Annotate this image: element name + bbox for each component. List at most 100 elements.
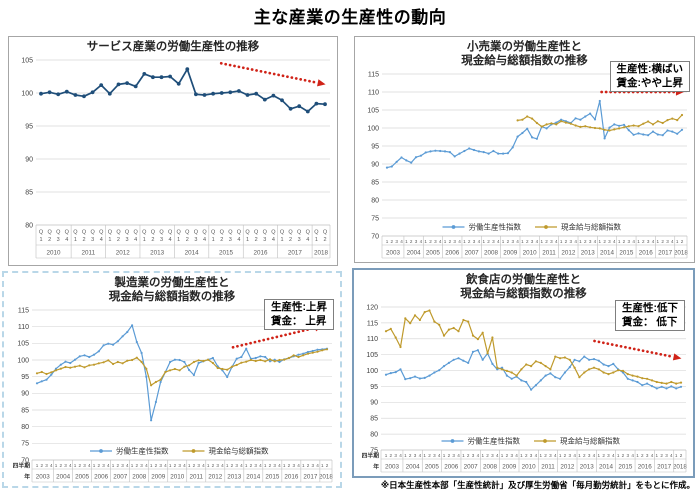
svg-text:3: 3 (273, 463, 276, 468)
svg-text:2: 2 (117, 463, 120, 468)
svg-text:4: 4 (439, 239, 442, 244)
svg-text:3: 3 (91, 237, 94, 243)
source-note: ※日本生産性本部「生産性統計」及び厚生労働省「毎月勤労統計」をもとに作成。 (380, 480, 695, 490)
chart-title: 飲食店の労働生産性と 現金給与総額指数の推移 (354, 270, 693, 301)
svg-text:2: 2 (409, 453, 412, 458)
svg-text:2: 2 (565, 239, 568, 244)
svg-text:2004: 2004 (56, 474, 71, 481)
svg-text:2007: 2007 (464, 464, 479, 471)
svg-text:4: 4 (100, 237, 103, 243)
svg-text:1: 1 (385, 453, 388, 458)
svg-text:1: 1 (169, 463, 172, 468)
svg-text:3: 3 (178, 463, 181, 468)
svg-text:1: 1 (463, 239, 466, 244)
chart-title-line: 現金給与総額指数の推移 (460, 288, 587, 301)
svg-text:2: 2 (220, 237, 223, 243)
chart-title: 製造業の労働生産性と 現金給与総額指数の推移 (4, 273, 340, 304)
svg-text:110: 110 (368, 89, 379, 96)
svg-text:3: 3 (627, 453, 630, 458)
chart-title-line: 現金給与総額指数の推移 (461, 55, 588, 68)
svg-text:4: 4 (477, 453, 480, 458)
svg-text:4: 4 (183, 463, 186, 468)
svg-text:1: 1 (598, 453, 601, 458)
svg-text:Q: Q (323, 230, 328, 236)
trend-annotation-box: 生産性:横ばい 賃金:やや上昇 (609, 61, 690, 93)
chart-title-line: 飲食店の労働生産性と (466, 274, 581, 286)
page-title: 主な産業の生産性の動向 (253, 8, 447, 27)
svg-text:4: 4 (221, 463, 224, 468)
svg-text:2: 2 (506, 453, 509, 458)
svg-text:1: 1 (246, 237, 249, 243)
chart-title-line: 製造業の労働生産性と (114, 277, 230, 289)
svg-text:1: 1 (520, 453, 523, 458)
svg-text:1: 1 (579, 239, 582, 244)
svg-text:1: 1 (226, 463, 229, 468)
svg-text:Q: Q (177, 230, 182, 236)
svg-text:2: 2 (151, 237, 154, 243)
svg-text:3: 3 (57, 237, 60, 243)
svg-text:Q: Q (254, 230, 259, 236)
svg-text:Q: Q (151, 230, 156, 236)
svg-text:Q: Q (202, 230, 207, 236)
svg-text:4: 4 (554, 453, 557, 458)
svg-text:Q: Q (306, 230, 311, 236)
svg-text:2: 2 (584, 239, 587, 244)
svg-text:100: 100 (21, 90, 33, 97)
svg-text:3: 3 (453, 239, 456, 244)
svg-text:3: 3 (588, 453, 591, 458)
svg-text:1: 1 (112, 463, 115, 468)
svg-text:4: 4 (594, 239, 597, 244)
svg-text:Q: Q (39, 230, 44, 236)
svg-text:2014: 2014 (246, 474, 261, 481)
svg-text:1: 1 (405, 239, 408, 244)
svg-text:90: 90 (21, 391, 29, 398)
svg-text:2: 2 (526, 239, 529, 244)
svg-text:2003: 2003 (36, 474, 51, 481)
svg-text:4: 4 (237, 237, 240, 243)
svg-text:100: 100 (366, 368, 378, 375)
svg-text:2009: 2009 (502, 464, 517, 471)
svg-text:2016: 2016 (638, 464, 653, 471)
svg-text:2: 2 (98, 463, 101, 468)
svg-text:2: 2 (255, 237, 258, 243)
svg-text:2005: 2005 (426, 250, 441, 257)
svg-text:4: 4 (203, 237, 206, 243)
svg-text:2015: 2015 (265, 474, 280, 481)
svg-text:2: 2 (623, 239, 626, 244)
svg-text:3: 3 (298, 237, 301, 243)
svg-text:1: 1 (283, 463, 286, 468)
svg-text:2: 2 (660, 453, 663, 458)
svg-text:2: 2 (642, 239, 645, 244)
svg-text:Q: Q (73, 230, 78, 236)
svg-text:2: 2 (428, 453, 431, 458)
svg-text:3: 3 (568, 453, 571, 458)
annotation-line: 賃金： 上昇 (271, 314, 327, 327)
svg-text:2015: 2015 (219, 250, 234, 257)
svg-text:1: 1 (637, 239, 640, 244)
svg-text:1: 1 (315, 237, 318, 243)
svg-text:2: 2 (410, 239, 413, 244)
svg-text:4: 4 (496, 453, 499, 458)
svg-text:2006: 2006 (445, 250, 460, 257)
svg-text:Q: Q (56, 230, 61, 236)
svg-text:1: 1 (462, 453, 465, 458)
svg-text:3: 3 (197, 463, 200, 468)
svg-text:1: 1 (657, 239, 660, 244)
svg-text:2: 2 (117, 237, 120, 243)
svg-text:Q: Q (245, 230, 250, 236)
svg-text:115: 115 (18, 307, 29, 314)
svg-text:3: 3 (510, 453, 513, 458)
svg-text:3: 3 (263, 237, 266, 243)
svg-text:3: 3 (511, 239, 514, 244)
svg-text:1: 1 (74, 237, 77, 243)
svg-text:4: 4 (573, 453, 576, 458)
svg-text:Q: Q (263, 230, 268, 236)
svg-text:1: 1 (675, 453, 678, 458)
svg-text:2: 2 (231, 463, 234, 468)
svg-text:1: 1 (207, 463, 210, 468)
svg-text:1: 1 (540, 239, 543, 244)
svg-text:Q: Q (237, 230, 242, 236)
svg-text:2: 2 (289, 237, 292, 243)
svg-text:4: 4 (574, 239, 577, 244)
svg-text:Q: Q (228, 230, 233, 236)
